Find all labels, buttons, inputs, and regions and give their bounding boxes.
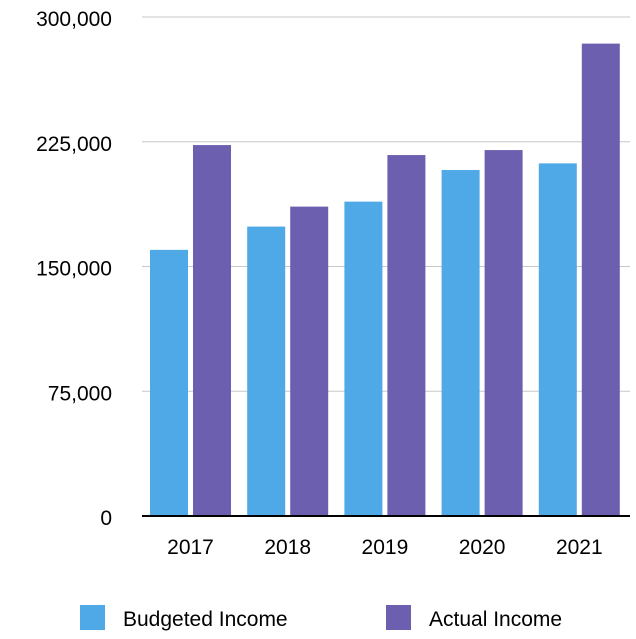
legend-swatch bbox=[80, 605, 105, 630]
x-tick-label: 2020 bbox=[459, 536, 506, 559]
x-tick-label: 2019 bbox=[362, 536, 409, 559]
bar-actual-2019 bbox=[387, 155, 426, 516]
x-axis-tick-labels: 2017 2018 2019 2020 2021 bbox=[167, 536, 603, 559]
bars bbox=[150, 43, 620, 517]
y-tick-label: 300,000 bbox=[36, 8, 112, 31]
y-axis-tick-labels: 0 75,000 150,000 225,000 300,000 bbox=[36, 8, 112, 530]
bar-budgeted-2018 bbox=[247, 226, 286, 516]
y-tick-label: 225,000 bbox=[36, 133, 112, 156]
bar-actual-2021 bbox=[581, 43, 620, 516]
x-tick-label: 2021 bbox=[556, 536, 603, 559]
legend-label: Actual Income bbox=[429, 608, 562, 631]
y-tick-label: 75,000 bbox=[48, 382, 112, 405]
bar-actual-2017 bbox=[193, 145, 231, 516]
x-tick-label: 2018 bbox=[264, 536, 311, 559]
y-tick-label: 0 bbox=[100, 507, 112, 530]
bar-actual-2020 bbox=[484, 150, 523, 517]
bar-budgeted-2017 bbox=[150, 249, 188, 516]
y-tick-label: 150,000 bbox=[36, 258, 112, 281]
legend: Budgeted Income Actual Income bbox=[80, 605, 562, 631]
legend-swatch bbox=[386, 605, 411, 630]
x-tick-label: 2017 bbox=[167, 536, 214, 559]
legend-label: Budgeted Income bbox=[123, 608, 288, 631]
bar-budgeted-2019 bbox=[344, 201, 383, 516]
bar-actual-2018 bbox=[290, 206, 329, 516]
bar-budgeted-2021 bbox=[538, 163, 577, 516]
bar-budgeted-2020 bbox=[441, 170, 480, 516]
